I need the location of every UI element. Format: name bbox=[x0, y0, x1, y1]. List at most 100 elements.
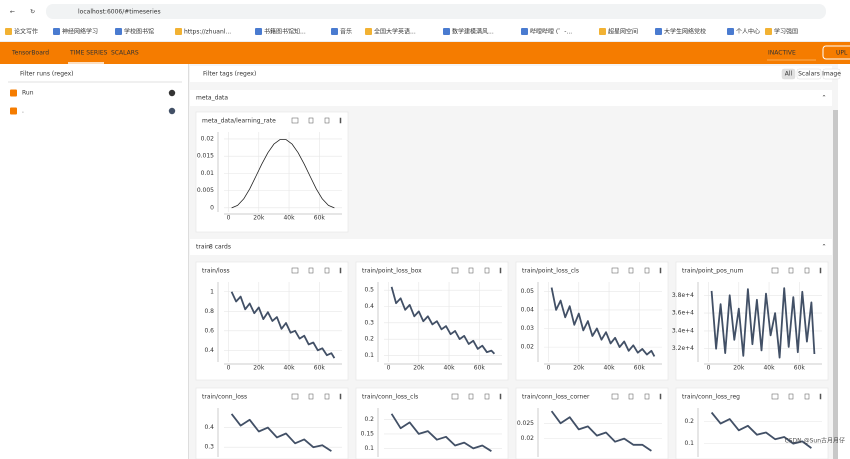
card-action[interactable] bbox=[804, 267, 810, 274]
group-name[interactable]: train bbox=[196, 244, 210, 251]
card-action[interactable] bbox=[628, 393, 634, 400]
x-tick-label: 0 bbox=[707, 365, 711, 372]
run-name: . bbox=[22, 108, 24, 115]
reload-icon[interactable]: ↻ bbox=[30, 9, 35, 16]
run-color[interactable] bbox=[168, 89, 176, 97]
card-action[interactable] bbox=[611, 393, 619, 400]
bookmark[interactable]: 论文写作 bbox=[14, 28, 38, 36]
y-tick-label: 0.15 bbox=[361, 430, 375, 437]
card-action[interactable] bbox=[771, 393, 779, 400]
card-action[interactable] bbox=[308, 117, 314, 124]
filter-button[interactable] bbox=[781, 68, 796, 80]
card-action[interactable] bbox=[324, 267, 330, 274]
filter-button-label[interactable]: Scalars bbox=[798, 71, 820, 78]
card-action[interactable] bbox=[339, 117, 342, 124]
card-action[interactable] bbox=[451, 393, 459, 400]
group-name[interactable]: meta_data bbox=[196, 95, 228, 102]
x-tick-label: 60k bbox=[474, 365, 486, 372]
status[interactable]: INACTIVE bbox=[768, 50, 796, 57]
bookmark[interactable]: 全国大学英语... bbox=[374, 28, 416, 36]
nav-tab[interactable]: TIME SERIES bbox=[69, 50, 108, 57]
x-tick-label: 40k bbox=[603, 365, 615, 372]
y-tick-label: 0.4 bbox=[204, 424, 214, 431]
upload-button[interactable] bbox=[822, 45, 850, 60]
filter-button-label[interactable]: Image bbox=[822, 71, 841, 78]
x-tick-label: 60k bbox=[314, 215, 326, 222]
url[interactable]: localhost:6006/#timeseries bbox=[78, 9, 161, 16]
scrollbar[interactable] bbox=[833, 110, 838, 459]
filter-button[interactable] bbox=[796, 68, 822, 80]
bookmark[interactable]: 学习强国 bbox=[774, 28, 798, 36]
card-action[interactable] bbox=[484, 267, 490, 274]
card-action[interactable] bbox=[339, 267, 342, 274]
tag-filter[interactable]: Filter tags (regex) bbox=[203, 71, 256, 78]
card-action[interactable] bbox=[788, 267, 794, 274]
y-tick-label: 0.3 bbox=[204, 444, 214, 451]
card-action[interactable] bbox=[499, 267, 502, 274]
card-action[interactable] bbox=[291, 393, 299, 400]
x-tick-label: 60k bbox=[634, 365, 646, 372]
collapse-icon[interactable]: ⌃ bbox=[821, 244, 826, 251]
upload[interactable]: UPL bbox=[836, 50, 848, 57]
bookmark[interactable]: 超星网空间 bbox=[608, 28, 638, 36]
x-tick-label: 20k bbox=[733, 365, 745, 372]
collapse-icon[interactable]: ⌃ bbox=[821, 95, 826, 102]
card-action[interactable] bbox=[324, 393, 330, 400]
card-action[interactable] bbox=[628, 267, 634, 274]
group-header bbox=[190, 90, 832, 106]
filter-button[interactable] bbox=[822, 68, 841, 80]
run-color[interactable] bbox=[168, 107, 176, 115]
card-action[interactable] bbox=[324, 117, 330, 124]
bookmark[interactable]: 音乐 bbox=[340, 28, 352, 36]
card-action[interactable] bbox=[499, 393, 502, 400]
y-tick-label: 0.05 bbox=[521, 288, 535, 295]
x-tick-label: 20k bbox=[413, 365, 425, 372]
card-action[interactable] bbox=[788, 393, 794, 400]
run-checkbox[interactable] bbox=[10, 107, 17, 115]
nav-tab[interactable]: SCALARS bbox=[111, 50, 139, 57]
bookmark[interactable]: 书籍图书馆知... bbox=[264, 28, 306, 36]
card-action[interactable] bbox=[644, 393, 650, 400]
y-tick-label: 0.3 bbox=[364, 319, 374, 326]
series-line bbox=[550, 410, 652, 452]
y-tick-label: 3.2e+4 bbox=[672, 345, 694, 352]
series-line bbox=[230, 291, 336, 359]
card-action[interactable] bbox=[451, 267, 459, 274]
bookmark[interactable]: https://zhuanl... bbox=[184, 29, 231, 36]
bookmark[interactable]: 个人中心 bbox=[736, 28, 760, 36]
run-filter[interactable]: Filter runs (regex) bbox=[20, 71, 74, 78]
card bbox=[195, 111, 349, 233]
card-action[interactable] bbox=[659, 393, 662, 400]
bookmark[interactable]: 大学生网络党校 bbox=[664, 28, 706, 36]
bookmark[interactable]: 数学建模满风... bbox=[452, 28, 494, 36]
bookmark[interactable]: 神经网络学习 bbox=[62, 28, 98, 36]
run-checkbox[interactable] bbox=[10, 89, 17, 97]
card-action[interactable] bbox=[819, 267, 822, 274]
x-tick-label: 0 bbox=[547, 365, 551, 372]
card-action[interactable] bbox=[611, 267, 619, 274]
card-title: meta_data/learning_rate bbox=[202, 118, 276, 125]
bookmark-icon bbox=[727, 28, 734, 35]
address-bar[interactable] bbox=[46, 4, 826, 19]
card-action[interactable] bbox=[468, 267, 474, 274]
card-action[interactable] bbox=[819, 393, 822, 400]
card-action[interactable] bbox=[804, 393, 810, 400]
card-action[interactable] bbox=[659, 267, 662, 274]
x-tick-label: 20k bbox=[573, 365, 585, 372]
series-line bbox=[390, 413, 492, 452]
card-action[interactable] bbox=[291, 117, 299, 124]
card-action[interactable] bbox=[484, 393, 490, 400]
card-action[interactable] bbox=[291, 267, 299, 274]
card-action[interactable] bbox=[644, 267, 650, 274]
card-action[interactable] bbox=[339, 393, 342, 400]
card-action[interactable] bbox=[308, 267, 314, 274]
card-action[interactable] bbox=[468, 393, 474, 400]
y-tick-label: 0.1 bbox=[684, 440, 694, 447]
back-icon[interactable]: ← bbox=[10, 9, 15, 16]
filter-button-label[interactable]: All bbox=[785, 71, 793, 78]
bookmark[interactable]: 学校图书馆 bbox=[124, 28, 154, 36]
bookmark[interactable]: 哔哩哔哩 (゜-... bbox=[530, 28, 572, 36]
y-tick-label: 0 bbox=[210, 204, 214, 211]
card-action[interactable] bbox=[771, 267, 779, 274]
card-action[interactable] bbox=[308, 393, 314, 400]
